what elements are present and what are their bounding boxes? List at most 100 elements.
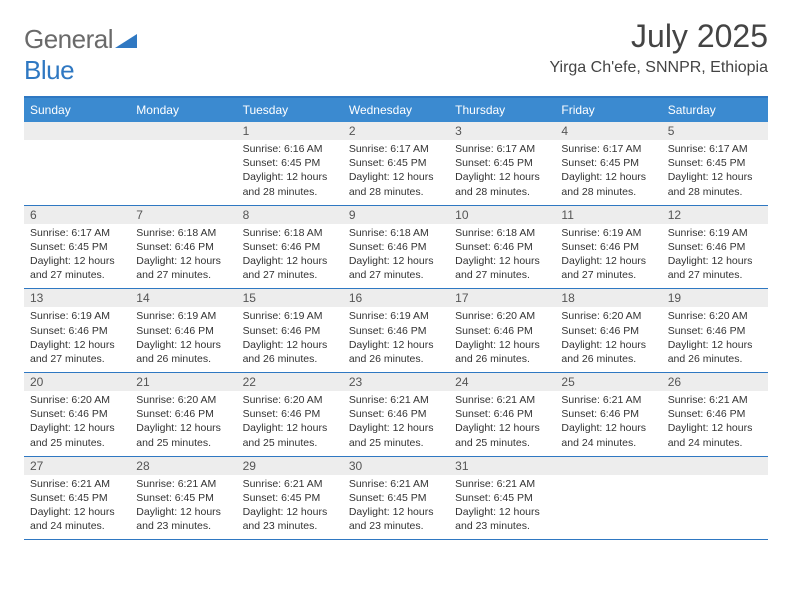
day-number: 25 (555, 373, 661, 391)
logo-word1: General (24, 24, 113, 54)
day-detail: Sunrise: 6:20 AMSunset: 6:46 PMDaylight:… (237, 391, 343, 456)
calendar-cell: 10Sunrise: 6:18 AMSunset: 6:46 PMDayligh… (449, 206, 555, 289)
location-subtitle: Yirga Ch'efe, SNNPR, Ethiopia (549, 59, 768, 77)
calendar-cell: 3Sunrise: 6:17 AMSunset: 6:45 PMDaylight… (449, 122, 555, 205)
day-number: 22 (237, 373, 343, 391)
day-number: 19 (662, 289, 768, 307)
day-detail: Sunrise: 6:18 AMSunset: 6:46 PMDaylight:… (237, 224, 343, 289)
day-detail: Sunrise: 6:17 AMSunset: 6:45 PMDaylight:… (555, 140, 661, 205)
calendar-cell: 17Sunrise: 6:20 AMSunset: 6:46 PMDayligh… (449, 289, 555, 372)
calendar-cell: 12Sunrise: 6:19 AMSunset: 6:46 PMDayligh… (662, 206, 768, 289)
calendar-cell: 24Sunrise: 6:21 AMSunset: 6:46 PMDayligh… (449, 373, 555, 456)
day-number: 1 (237, 122, 343, 140)
header: General Blue July 2025 Yirga Ch'efe, SNN… (24, 18, 768, 86)
day-detail: Sunrise: 6:21 AMSunset: 6:46 PMDaylight:… (343, 391, 449, 456)
day-detail: Sunrise: 6:19 AMSunset: 6:46 PMDaylight:… (555, 224, 661, 289)
day-number: 10 (449, 206, 555, 224)
calendar-cell: 1Sunrise: 6:16 AMSunset: 6:45 PMDaylight… (237, 122, 343, 205)
day-detail: Sunrise: 6:17 AMSunset: 6:45 PMDaylight:… (449, 140, 555, 205)
day-detail: Sunrise: 6:18 AMSunset: 6:46 PMDaylight:… (130, 224, 236, 289)
day-header-cell: Friday (555, 98, 661, 122)
day-number: 24 (449, 373, 555, 391)
day-number: 29 (237, 457, 343, 475)
day-detail: Sunrise: 6:17 AMSunset: 6:45 PMDaylight:… (662, 140, 768, 205)
day-number: 16 (343, 289, 449, 307)
day-number: 5 (662, 122, 768, 140)
day-detail: Sunrise: 6:20 AMSunset: 6:46 PMDaylight:… (449, 307, 555, 372)
day-number: 20 (24, 373, 130, 391)
day-number: 28 (130, 457, 236, 475)
calendar: SundayMondayTuesdayWednesdayThursdayFrid… (24, 96, 768, 540)
day-number: 2 (343, 122, 449, 140)
calendar-week: 13Sunrise: 6:19 AMSunset: 6:46 PMDayligh… (24, 289, 768, 373)
day-number: 21 (130, 373, 236, 391)
calendar-cell: 15Sunrise: 6:19 AMSunset: 6:46 PMDayligh… (237, 289, 343, 372)
day-number (555, 457, 661, 475)
day-detail: Sunrise: 6:21 AMSunset: 6:45 PMDaylight:… (24, 475, 130, 540)
day-header-cell: Monday (130, 98, 236, 122)
calendar-cell: 7Sunrise: 6:18 AMSunset: 6:46 PMDaylight… (130, 206, 236, 289)
day-number: 18 (555, 289, 661, 307)
calendar-cell: 14Sunrise: 6:19 AMSunset: 6:46 PMDayligh… (130, 289, 236, 372)
logo-triangle-icon (115, 32, 137, 48)
title-block: July 2025 Yirga Ch'efe, SNNPR, Ethiopia (549, 18, 768, 77)
calendar-week: 6Sunrise: 6:17 AMSunset: 6:45 PMDaylight… (24, 206, 768, 290)
day-header-cell: Sunday (24, 98, 130, 122)
day-number: 31 (449, 457, 555, 475)
logo-word2: Blue (24, 55, 74, 85)
calendar-cell: 29Sunrise: 6:21 AMSunset: 6:45 PMDayligh… (237, 457, 343, 540)
day-detail (662, 475, 768, 537)
day-number: 15 (237, 289, 343, 307)
calendar-cell: 9Sunrise: 6:18 AMSunset: 6:46 PMDaylight… (343, 206, 449, 289)
day-number: 13 (24, 289, 130, 307)
calendar-body: 1Sunrise: 6:16 AMSunset: 6:45 PMDaylight… (24, 122, 768, 540)
calendar-cell: 2Sunrise: 6:17 AMSunset: 6:45 PMDaylight… (343, 122, 449, 205)
calendar-cell: 22Sunrise: 6:20 AMSunset: 6:46 PMDayligh… (237, 373, 343, 456)
calendar-week: 27Sunrise: 6:21 AMSunset: 6:45 PMDayligh… (24, 457, 768, 541)
calendar-week: 1Sunrise: 6:16 AMSunset: 6:45 PMDaylight… (24, 122, 768, 206)
calendar-week: 20Sunrise: 6:20 AMSunset: 6:46 PMDayligh… (24, 373, 768, 457)
day-header-cell: Thursday (449, 98, 555, 122)
day-detail: Sunrise: 6:18 AMSunset: 6:46 PMDaylight:… (343, 224, 449, 289)
day-number: 17 (449, 289, 555, 307)
day-number: 8 (237, 206, 343, 224)
day-detail: Sunrise: 6:21 AMSunset: 6:46 PMDaylight:… (662, 391, 768, 456)
day-header-cell: Saturday (662, 98, 768, 122)
day-number (662, 457, 768, 475)
day-number: 14 (130, 289, 236, 307)
calendar-cell: 19Sunrise: 6:20 AMSunset: 6:46 PMDayligh… (662, 289, 768, 372)
day-detail: Sunrise: 6:20 AMSunset: 6:46 PMDaylight:… (130, 391, 236, 456)
day-number: 3 (449, 122, 555, 140)
day-detail: Sunrise: 6:17 AMSunset: 6:45 PMDaylight:… (24, 224, 130, 289)
day-detail: Sunrise: 6:19 AMSunset: 6:46 PMDaylight:… (24, 307, 130, 372)
day-detail: Sunrise: 6:19 AMSunset: 6:46 PMDaylight:… (237, 307, 343, 372)
day-detail: Sunrise: 6:20 AMSunset: 6:46 PMDaylight:… (555, 307, 661, 372)
day-number: 26 (662, 373, 768, 391)
day-number (24, 122, 130, 140)
calendar-cell: 26Sunrise: 6:21 AMSunset: 6:46 PMDayligh… (662, 373, 768, 456)
calendar-cell: 31Sunrise: 6:21 AMSunset: 6:45 PMDayligh… (449, 457, 555, 540)
logo-text: General Blue (24, 24, 137, 86)
day-number: 9 (343, 206, 449, 224)
day-detail: Sunrise: 6:18 AMSunset: 6:46 PMDaylight:… (449, 224, 555, 289)
day-detail: Sunrise: 6:19 AMSunset: 6:46 PMDaylight:… (343, 307, 449, 372)
logo: General Blue (24, 18, 137, 86)
day-detail: Sunrise: 6:21 AMSunset: 6:45 PMDaylight:… (449, 475, 555, 540)
day-detail: Sunrise: 6:19 AMSunset: 6:46 PMDaylight:… (662, 224, 768, 289)
day-detail: Sunrise: 6:21 AMSunset: 6:45 PMDaylight:… (343, 475, 449, 540)
day-header-row: SundayMondayTuesdayWednesdayThursdayFrid… (24, 98, 768, 122)
calendar-cell: 28Sunrise: 6:21 AMSunset: 6:45 PMDayligh… (130, 457, 236, 540)
calendar-cell: 13Sunrise: 6:19 AMSunset: 6:46 PMDayligh… (24, 289, 130, 372)
calendar-cell: 16Sunrise: 6:19 AMSunset: 6:46 PMDayligh… (343, 289, 449, 372)
day-detail: Sunrise: 6:21 AMSunset: 6:45 PMDaylight:… (237, 475, 343, 540)
day-header-cell: Wednesday (343, 98, 449, 122)
calendar-cell: 23Sunrise: 6:21 AMSunset: 6:46 PMDayligh… (343, 373, 449, 456)
day-detail: Sunrise: 6:20 AMSunset: 6:46 PMDaylight:… (662, 307, 768, 372)
day-detail (24, 140, 130, 202)
calendar-cell (555, 457, 661, 540)
day-number: 30 (343, 457, 449, 475)
calendar-cell: 20Sunrise: 6:20 AMSunset: 6:46 PMDayligh… (24, 373, 130, 456)
day-detail: Sunrise: 6:19 AMSunset: 6:46 PMDaylight:… (130, 307, 236, 372)
day-detail: Sunrise: 6:21 AMSunset: 6:45 PMDaylight:… (130, 475, 236, 540)
day-number: 4 (555, 122, 661, 140)
